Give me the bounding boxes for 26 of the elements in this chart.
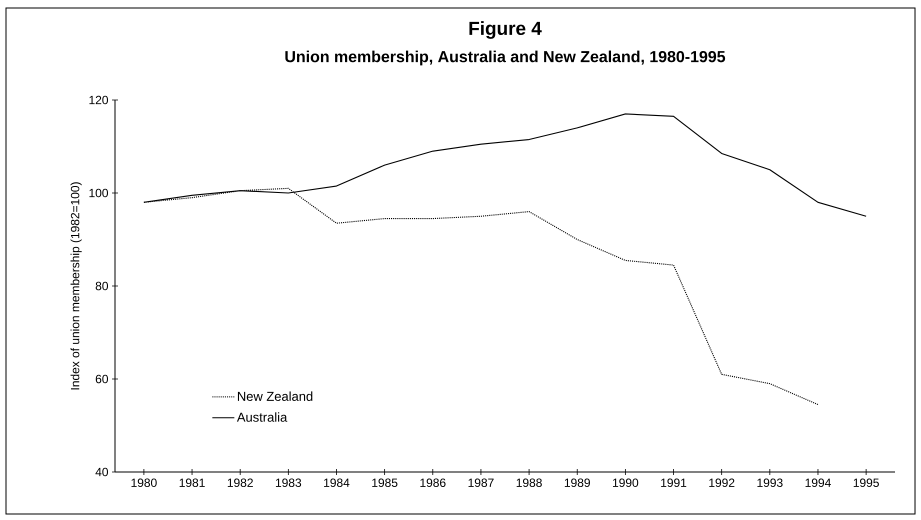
x-tick-label: 1994 (806, 478, 831, 487)
x-tick-label: 1991 (661, 478, 686, 487)
legend-label: Australia (236, 412, 288, 422)
x-tick-label: 1992 (709, 478, 734, 487)
x-tick-label: 1985 (372, 478, 398, 487)
y-tick-label: 40 (95, 468, 108, 476)
y-tick-label: 120 (89, 96, 108, 104)
legend-label: New Zealand (238, 391, 312, 401)
y-axis-title: Index of union membership (1982=100) (70, 182, 82, 390)
x-tick-label: 1982 (228, 478, 253, 487)
x-tick-label: 1984 (324, 478, 350, 487)
y-tick-label: 60 (96, 374, 108, 384)
x-tick-label: 1980 (132, 478, 157, 487)
x-tick-label: 1987 (468, 478, 494, 487)
x-tick-label: 1988 (516, 478, 542, 487)
x-tick-label: 1990 (612, 478, 638, 487)
x-tick-label: 1989 (564, 478, 590, 487)
x-tick-label: 1986 (420, 478, 446, 487)
chart-title: Figure 4 (469, 21, 542, 39)
y-tick-label: 100 (89, 188, 108, 198)
x-tick-label: 1983 (276, 478, 302, 487)
x-tick-label: 1981 (180, 478, 205, 487)
x-tick-label: 1995 (854, 478, 879, 487)
y-tick-label: 80 (96, 282, 108, 290)
chart-subtitle: Union membership, Australia and New Zealand, 1980-1995 (285, 50, 726, 66)
x-tick-label: 1993 (757, 478, 783, 487)
